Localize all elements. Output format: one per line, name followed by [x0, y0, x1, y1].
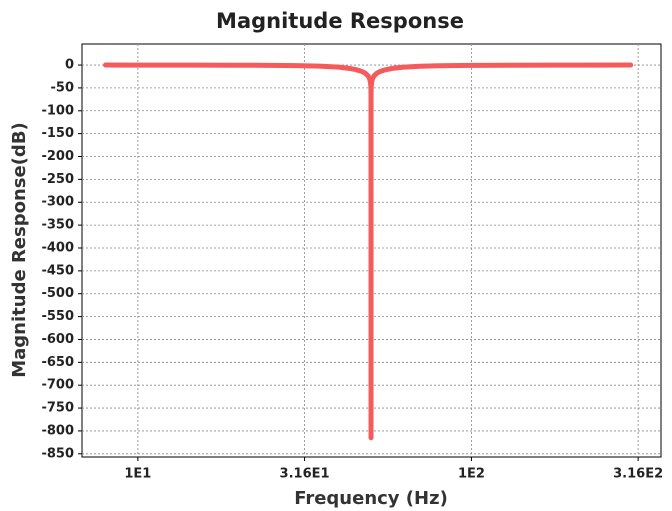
- y-tick-label: -300: [41, 195, 74, 210]
- y-tick-label: -750: [41, 401, 74, 416]
- y-tick-label: -700: [41, 378, 74, 393]
- x-axis-label: Frequency (Hz): [294, 488, 448, 509]
- y-tick-label: -200: [41, 149, 74, 164]
- y-tick-label: -400: [41, 240, 74, 255]
- x-tick-label: 1E2: [458, 467, 485, 482]
- y-tick-label: 0: [65, 58, 74, 73]
- y-tick-label: -550: [41, 309, 74, 324]
- y-tick-label: -500: [41, 286, 74, 301]
- x-tick-label: 3.16E1: [280, 467, 330, 482]
- y-tick-label: -50: [51, 80, 75, 95]
- y-axis-label: Magnitude Response(dB): [9, 122, 30, 378]
- y-tick-label: -350: [41, 218, 74, 233]
- response-line: [103, 62, 634, 441]
- y-tick-label: -600: [41, 332, 74, 347]
- y-tick-label: -800: [41, 423, 74, 438]
- y-tick-label: -250: [41, 172, 74, 187]
- chart-title: Magnitude Response: [216, 9, 464, 33]
- x-tick-label: 3.16E2: [613, 467, 663, 482]
- y-tick-label: -150: [41, 126, 74, 141]
- y-tick-label: -850: [41, 446, 74, 461]
- x-tick-label: 1E1: [124, 467, 151, 482]
- y-tick-label: -650: [41, 355, 74, 370]
- y-tick-label: -100: [41, 103, 74, 118]
- y-tick-label: -450: [41, 263, 74, 278]
